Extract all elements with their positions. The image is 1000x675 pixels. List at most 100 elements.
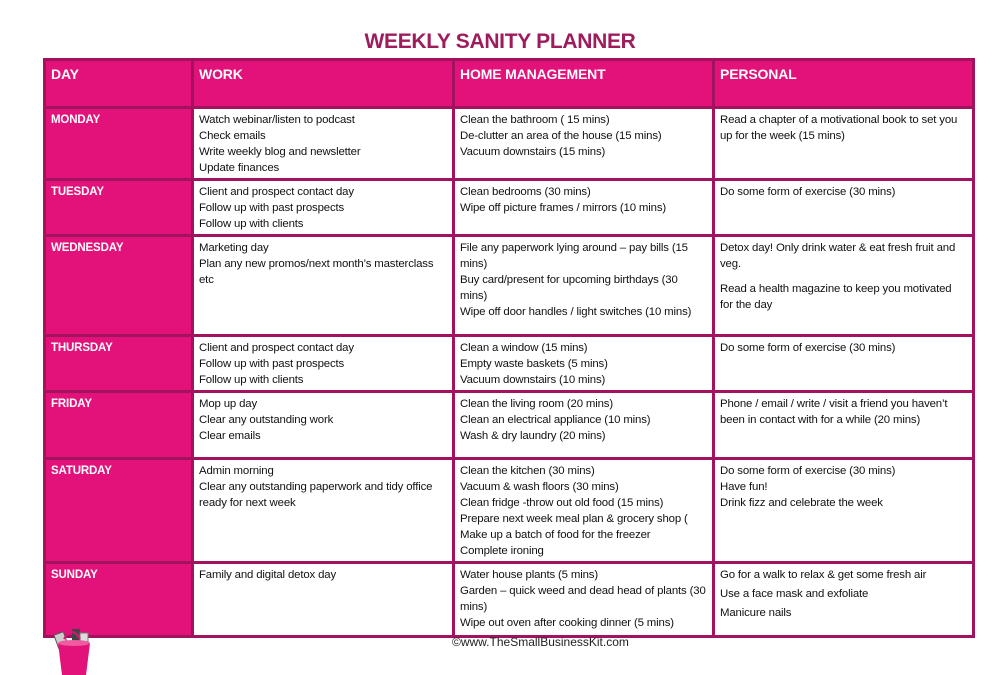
- personal-cell: Do some form of exercise (30 mins) Have f…: [712, 457, 975, 564]
- shopping-bag-logo: [53, 629, 90, 675]
- task-item: Use a face mask and exfoliate: [720, 588, 869, 600]
- work-cell: Marketing day Plan any new promos/next mo…: [191, 234, 455, 337]
- row-saturday: SATURDAY Admin morning Clear any outstandi…: [43, 457, 975, 564]
- day-label: WEDNESDAY: [43, 234, 194, 337]
- home-cell: File any paperwork lying around – pay bi…: [452, 234, 715, 337]
- task-item: Do some form of exercise (30 mins): [720, 186, 896, 198]
- task-group: Do some form of exercise (30 mins) Have f…: [720, 463, 967, 511]
- task-item: Follow up with clients: [199, 218, 304, 230]
- task-item: Clean an electrical appliance (10 mins): [460, 414, 651, 426]
- work-cell: Family and digital detox day: [191, 561, 455, 638]
- task-group: Clean a window (15 mins) Empty waste bask…: [460, 340, 707, 388]
- home-cell: Clean the living room (20 mins) Clean an …: [452, 390, 715, 460]
- task-item: Client and prospect contact day: [199, 342, 354, 354]
- task-group: Detox day! Only drink water & eat fresh …: [720, 240, 967, 272]
- task-item: Watch webinar/listen to podcast: [199, 114, 355, 126]
- personal-cell: Do some form of exercise (30 mins): [712, 334, 975, 393]
- task-group: Clean the living room (20 mins) Clean an …: [460, 396, 707, 444]
- task-item: Phone / email / write / visit a friend y…: [720, 398, 948, 426]
- task-item: Clean a window (15 mins): [460, 342, 588, 354]
- task-item: Follow up with clients: [199, 374, 304, 386]
- task-item: Wipe off door handles / light switches (…: [460, 306, 692, 318]
- task-item: Garden – quick weed and dead head of pla…: [460, 585, 706, 613]
- day-label: TUESDAY: [43, 178, 194, 237]
- header-personal: PERSONAL: [712, 58, 975, 109]
- task-group: Clean the kitchen (30 mins) Vacuum & wash…: [460, 463, 707, 559]
- home-cell: Clean the bathroom ( 15 mins) De-clutter …: [452, 106, 715, 181]
- day-label: MONDAY: [43, 106, 194, 181]
- work-cell: Client and prospect contact day Follow up…: [191, 334, 455, 393]
- row-sunday: SUNDAY Family and digital detox day Water …: [43, 561, 975, 638]
- task-item: Make up a batch of food for the freezer: [460, 529, 651, 541]
- task-item: File any paperwork lying around – pay bi…: [460, 242, 688, 270]
- task-group: Marketing day Plan any new promos/next mo…: [199, 240, 447, 288]
- task-group: Water house plants (5 mins) Garden – quic…: [460, 567, 707, 631]
- task-item: Clear any outstanding work: [199, 414, 334, 426]
- task-item: Clean the living room (20 mins): [460, 398, 613, 410]
- row-friday: FRIDAY Mop up day Clear any outstanding wo…: [43, 390, 975, 460]
- row-wednesday: WEDNESDAY Marketing day Plan any new promo…: [43, 234, 975, 337]
- task-item: Go for a walk to relax & get some fresh …: [720, 569, 927, 581]
- task-item: Vacuum downstairs (15 mins): [460, 146, 606, 158]
- task-item: Have fun!: [720, 481, 768, 493]
- task-item: Clean fridge -throw out old food (15 min…: [460, 497, 664, 509]
- row-tuesday: TUESDAY Client and prospect contact day Fo…: [43, 178, 975, 237]
- task-group: Use a face mask and exfoliate: [720, 586, 967, 602]
- task-group: Client and prospect contact day Follow up…: [199, 184, 447, 232]
- work-cell: Watch webinar/listen to podcast Check ema…: [191, 106, 455, 181]
- header-row: DAY WORK HOME MANAGEMENT PERSONAL: [43, 58, 975, 109]
- home-cell: Clean bedrooms (30 mins) Wipe off picture…: [452, 178, 715, 237]
- day-label: THURSDAY: [43, 334, 194, 393]
- task-group: Manicure nails: [720, 605, 967, 621]
- task-item: Complete ironing: [460, 545, 544, 557]
- task-group: Clean the bathroom ( 15 mins) De-clutter …: [460, 112, 707, 160]
- task-group: Family and digital detox day: [199, 567, 447, 583]
- task-item: Vacuum downstairs (10 mins): [460, 374, 606, 386]
- task-item: Follow up with past prospects: [199, 202, 345, 214]
- task-item: Clean bedrooms (30 mins): [460, 186, 591, 198]
- task-group: Read a health magazine to keep you motiv…: [720, 281, 967, 313]
- task-group: Admin morning Clear any outstanding paper…: [199, 463, 447, 511]
- task-item: Marketing day: [199, 242, 269, 254]
- task-group: File any paperwork lying around – pay bi…: [460, 240, 707, 320]
- header-day: DAY: [43, 58, 194, 109]
- task-group: Do some form of exercise (30 mins): [720, 340, 967, 356]
- task-item: Family and digital detox day: [199, 569, 336, 581]
- home-cell: Clean a window (15 mins) Empty waste bask…: [452, 334, 715, 393]
- task-item: Prepare next week meal plan & grocery sh…: [460, 513, 688, 525]
- task-item: Clean the bathroom ( 15 mins): [460, 114, 610, 126]
- page-title: WEEKLY SANITY PLANNER: [364, 30, 636, 53]
- task-group: Client and prospect contact day Follow up…: [199, 340, 447, 388]
- task-item: Follow up with past prospects: [199, 358, 345, 370]
- task-group: Mop up day Clear any outstanding work Clea…: [199, 396, 447, 444]
- task-item: Clear emails: [199, 430, 261, 442]
- task-item: Wipe off picture frames / mirrors (10 mi…: [460, 202, 667, 214]
- task-item: Update finances: [199, 162, 280, 174]
- task-group: Watch webinar/listen to podcast Check ema…: [199, 112, 447, 176]
- task-item: Wipe out oven after cooking dinner (5 mi…: [460, 617, 674, 629]
- work-cell: Admin morning Clear any outstanding paper…: [191, 457, 455, 564]
- task-item: Do some form of exercise (30 mins): [720, 465, 896, 477]
- task-item: Plan any new promos/next month’s masterc…: [199, 258, 434, 286]
- task-item: Wash & dry laundry (20 mins): [460, 430, 606, 442]
- task-group: Clean bedrooms (30 mins) Wipe off picture…: [460, 184, 707, 216]
- task-item: Clear any outstanding paperwork and tidy…: [199, 481, 433, 509]
- task-item: Admin morning: [199, 465, 274, 477]
- task-group: Do some form of exercise (30 mins): [720, 184, 967, 200]
- task-item: Check emails: [199, 130, 266, 142]
- day-label: SUNDAY: [43, 561, 194, 638]
- task-item: Water house plants (5 mins): [460, 569, 598, 581]
- task-item: Vacuum & wash floors (30 mins): [460, 481, 619, 493]
- task-item: Buy card/present for upcoming birthdays …: [460, 274, 678, 302]
- header-home-management: HOME MANAGEMENT: [452, 58, 715, 109]
- task-group: Go for a walk to relax & get some fresh …: [720, 567, 967, 583]
- personal-cell: Read a chapter of a motivational book to…: [712, 106, 975, 181]
- work-cell: Mop up day Clear any outstanding work Clea…: [191, 390, 455, 460]
- task-item: De-clutter an area of the house (15 mins…: [460, 130, 662, 142]
- task-item: Empty waste baskets (5 mins): [460, 358, 608, 370]
- day-label: SATURDAY: [43, 457, 194, 564]
- task-item: Client and prospect contact day: [199, 186, 354, 198]
- task-group: Read a chapter of a motivational book to…: [720, 112, 967, 144]
- home-cell: Water house plants (5 mins) Garden – quic…: [452, 561, 715, 638]
- header-work: WORK: [191, 58, 455, 109]
